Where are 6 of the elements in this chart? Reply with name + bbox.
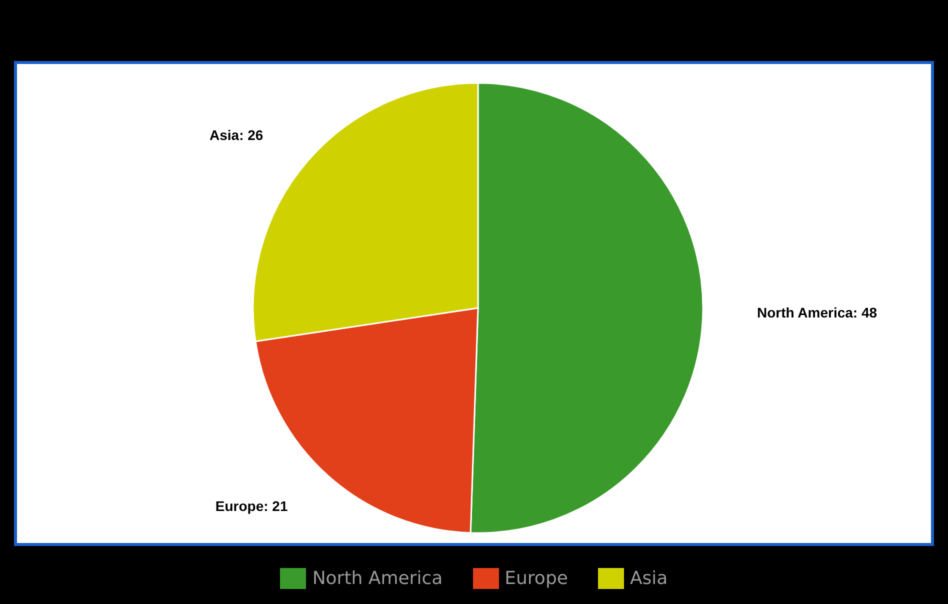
data-label: North America: 48: [756, 304, 878, 320]
legend-label: Asia: [630, 568, 668, 589]
legend-label: Europe: [504, 568, 568, 589]
legend-label: North America: [312, 568, 443, 589]
data-label: Asia: 26: [210, 127, 264, 144]
data-label: Europe: 21: [215, 498, 288, 514]
